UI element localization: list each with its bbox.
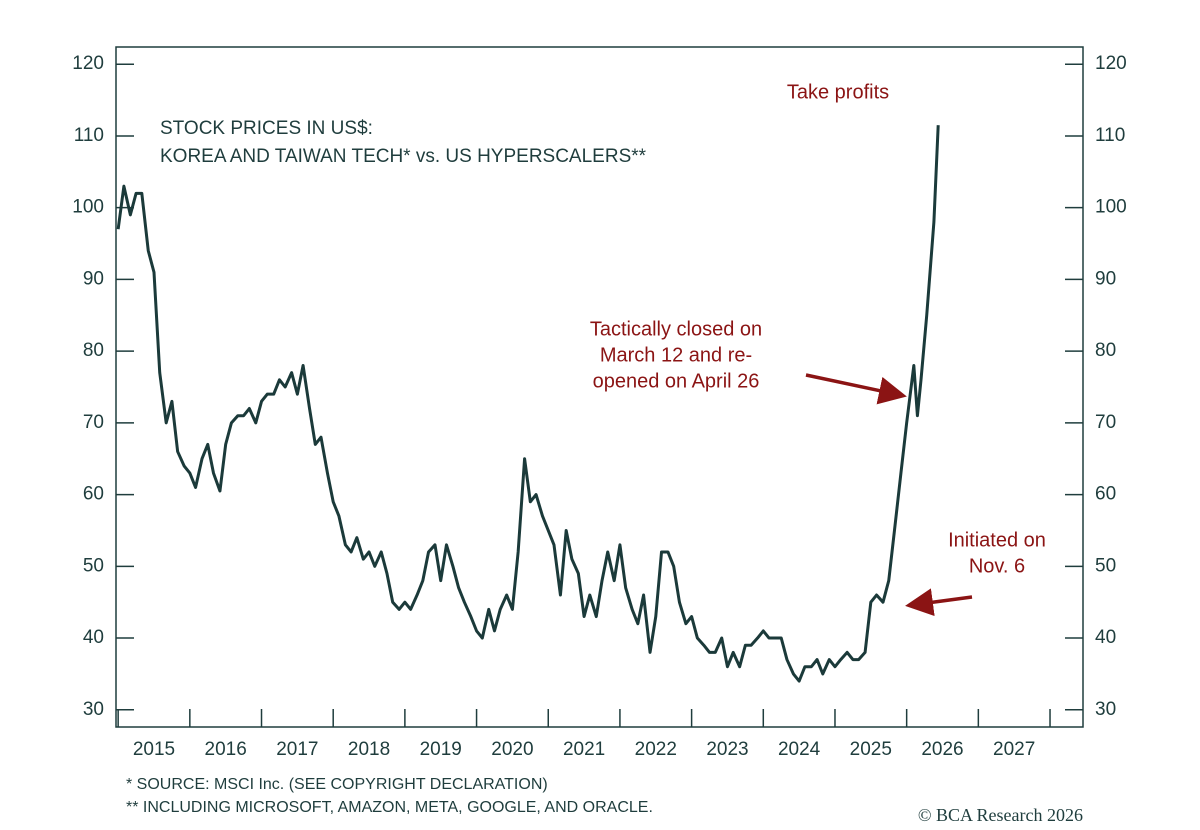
annotation: Tactically closed on (590, 318, 762, 340)
y-tick-label: 30 (83, 699, 104, 720)
y2-tick-label: 110 (1095, 125, 1125, 146)
x-tick-label: 2019 (420, 739, 462, 760)
arrow (805, 373, 907, 405)
x-tick-label: 2022 (635, 739, 677, 760)
plot-frame (115, 46, 1084, 728)
x-tick-label: 2015 (133, 739, 175, 760)
annotation: Initiated on (948, 529, 1046, 551)
arrow (905, 588, 973, 617)
x-tick-label: 2018 (348, 739, 390, 760)
annotation: opened on April 26 (593, 370, 760, 392)
y2-tick-label: 90 (1095, 268, 1116, 289)
y2-tick-label: 60 (1095, 484, 1116, 505)
y-tick-label: 70 (83, 412, 104, 433)
y2-tick-label: 120 (1095, 53, 1127, 74)
footnote: ** INCLUDING MICROSOFT, AMAZON, META, GO… (126, 799, 653, 816)
credit: © BCA Research 2026 (918, 805, 1083, 825)
x-tick-label: 2023 (706, 739, 748, 760)
annotation: Nov. 6 (969, 555, 1025, 577)
y-tick-label: 90 (83, 268, 104, 289)
annotation: Take profits (787, 81, 889, 103)
title-line: KOREA AND TAIWAN TECH* vs. US HYPERSCALE… (160, 146, 647, 167)
y-tick-label: 50 (83, 555, 104, 576)
y2-tick-label: 100 (1095, 197, 1127, 218)
series-line (116, 125, 940, 683)
y2-tick-label: 50 (1095, 555, 1116, 576)
y2-tick-label: 30 (1095, 699, 1116, 720)
annotation: March 12 and re- (600, 344, 752, 366)
title-line: STOCK PRICES IN US$: (160, 118, 373, 139)
y-tick-label: 120 (72, 53, 104, 74)
y2-tick-label: 70 (1095, 412, 1116, 433)
x-tick-label: 2016 (205, 739, 247, 760)
x-tick-label: 2026 (921, 739, 963, 760)
y-tick-label: 40 (83, 627, 104, 648)
y-tick-label: 60 (83, 484, 104, 505)
x-tick-label: 2020 (491, 739, 533, 760)
y2-tick-label: 80 (1095, 340, 1116, 361)
x-tick-label: 2027 (993, 739, 1035, 760)
x-tick-label: 2017 (276, 739, 318, 760)
x-tick-label: 2021 (563, 739, 605, 760)
x-tick-label: 2024 (778, 739, 821, 760)
x-tick-label: 2025 (850, 739, 892, 760)
y-tick-label: 110 (74, 125, 104, 146)
y2-tick-label: 40 (1095, 627, 1116, 648)
y-tick-label: 100 (72, 197, 104, 218)
footnote: * SOURCE: MSCI Inc. (SEE COPYRIGHT DECLA… (126, 776, 548, 793)
y-tick-label: 80 (83, 340, 104, 361)
